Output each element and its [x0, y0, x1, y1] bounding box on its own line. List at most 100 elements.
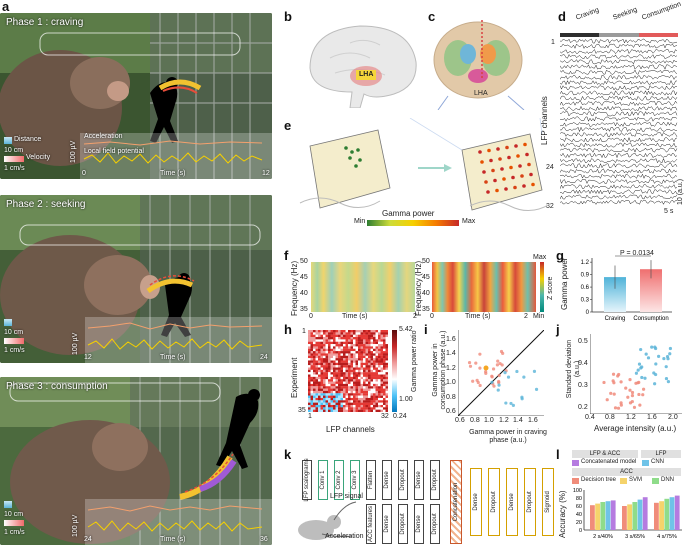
heatmap-cell	[315, 374, 319, 377]
k-dense-bottom-1: Dense	[382, 504, 392, 544]
heatmap-cell	[350, 362, 354, 366]
heatmap-cell	[333, 365, 336, 368]
heatmap-cell	[330, 351, 334, 354]
heatmap-cell	[353, 369, 356, 373]
heatmap-cell	[315, 365, 319, 368]
electrode-dot	[523, 142, 527, 147]
heatmap-cell	[308, 381, 311, 384]
heatmap-cell	[343, 400, 346, 403]
heatmap-cell	[353, 351, 356, 354]
heatmap-cell	[338, 379, 341, 382]
heatmap-cell	[358, 402, 361, 406]
heatmap-cell	[358, 372, 361, 375]
heatmap-cell	[308, 365, 311, 368]
heatmap-cell	[313, 351, 316, 354]
phase-label-craving: Craving	[575, 6, 601, 22]
l-bar	[595, 503, 600, 530]
heatmap-cell	[373, 341, 376, 345]
k-dense-merged-1: Dense	[470, 468, 482, 536]
heatmap-cell	[355, 337, 359, 340]
heatmap-cell	[365, 404, 369, 408]
heatmap-cell	[318, 374, 321, 377]
heatmap-cell	[368, 369, 371, 373]
j-point-pink	[630, 390, 635, 395]
lfp-trace-line	[560, 69, 678, 75]
heatmap-cell	[380, 402, 384, 406]
heatmap-cell	[373, 397, 376, 401]
heatmap-cell	[370, 383, 374, 387]
heatmap-cell	[313, 362, 316, 366]
heatmap-cell	[308, 346, 311, 349]
heatmap-cell	[338, 397, 341, 401]
heatmap-cell	[340, 402, 344, 406]
heatmap-cell	[360, 358, 364, 361]
l-bar	[622, 506, 627, 530]
heatmap-cell	[365, 367, 369, 370]
heatmap-cell	[328, 348, 331, 352]
heatmap-cell	[333, 358, 336, 361]
k-concatenation-box: Concatenation	[450, 460, 462, 544]
heatmap-cell	[380, 374, 384, 377]
heatmap-cell	[353, 393, 356, 396]
heatmap-cell	[348, 344, 351, 347]
electrode-dot	[480, 160, 484, 164]
heatmap-cell	[378, 367, 381, 370]
heatmap-cell	[338, 358, 341, 361]
i-point-craving	[506, 375, 511, 379]
heatmap-cell	[370, 400, 374, 403]
i-ytick-4: 1.4	[446, 350, 456, 357]
heatmap-cell	[350, 383, 354, 387]
l-legend-dnn: DNN	[661, 477, 674, 483]
distance-swatch-3	[4, 501, 12, 508]
heatmap-cell	[380, 351, 384, 354]
heatmap-cell	[325, 381, 329, 384]
heatmap-cell	[310, 369, 314, 373]
heatmap-cell	[385, 372, 388, 375]
heatmap-cell	[335, 351, 339, 354]
lfp-trace-line	[560, 38, 678, 44]
heatmap-cell	[363, 397, 366, 401]
heatmap-cell	[320, 344, 324, 347]
acceleration-label: Acceleration	[84, 133, 123, 140]
heatmap-cell	[363, 348, 366, 352]
i-point-craving	[490, 380, 494, 384]
heatmap-cell	[348, 386, 351, 389]
heatmap-cell	[328, 362, 331, 366]
heatmap-cell	[368, 383, 371, 387]
heatmap-cell	[380, 358, 384, 361]
time-axis-label-3: Time (s)	[160, 536, 186, 543]
heatmap-cell	[315, 376, 319, 380]
heatmap-cell	[378, 353, 381, 356]
heatmap-cell	[320, 381, 324, 384]
heatmap-cell	[343, 390, 346, 394]
heatmap-cell	[373, 393, 376, 396]
heatmap-cell	[338, 330, 341, 333]
heatmap-cell	[325, 369, 329, 373]
heatmap-cell	[358, 334, 361, 338]
heatmap-cell	[360, 388, 364, 392]
heatmap-cell	[350, 400, 354, 403]
heatmap-cell	[323, 395, 326, 399]
heatmap-cell	[355, 397, 359, 401]
heatmap-cell	[368, 330, 371, 333]
heatmap-cell	[318, 372, 321, 375]
heatmap-cell	[340, 341, 344, 345]
heatmap-cell	[315, 353, 319, 356]
heatmap-cell	[373, 402, 376, 406]
heatmap-cell	[328, 400, 331, 403]
heatmap-cell	[385, 355, 388, 359]
heatmap-cell	[370, 393, 374, 396]
heatmap-cell	[375, 362, 379, 366]
heatmap-cell	[338, 388, 341, 392]
heatmap-cell	[345, 355, 349, 359]
heatmap-cell	[380, 360, 384, 363]
heatmap-cell	[335, 402, 339, 406]
heatmap-cell	[310, 400, 314, 403]
heatmap-cell	[335, 346, 339, 349]
heatmap-cell	[345, 372, 349, 375]
heatmap-cell	[308, 360, 311, 363]
phase2-t1: 24	[260, 354, 268, 361]
k-lfp-signal: LFP signal	[330, 493, 363, 500]
l-header-lfp: LFP	[641, 450, 681, 458]
k-dense-bottom-2: Dense	[414, 504, 424, 544]
